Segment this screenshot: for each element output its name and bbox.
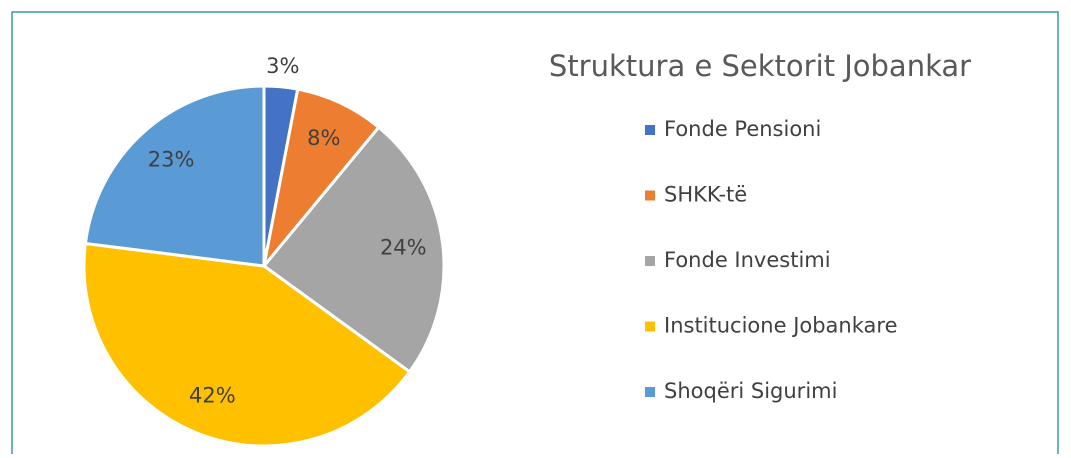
- legend-swatch: [645, 190, 655, 201]
- legend-label: SHKK-të: [664, 183, 747, 207]
- legend-label: Shoqëri Sigurimi: [664, 379, 837, 403]
- legend-swatch: [645, 125, 655, 135]
- chart-title: Struktura e Sektorit Jobankar: [549, 49, 971, 83]
- pie-slice: [262, 87, 381, 267]
- legend-label: Fonde Pensioni: [664, 117, 821, 141]
- data-label: 3%: [266, 54, 299, 78]
- legend-swatch: [645, 321, 655, 332]
- legend-swatch: [645, 256, 655, 266]
- legend-label: Institucione Jobankare: [664, 314, 898, 338]
- legend-label: Fonde Investimi: [664, 248, 831, 272]
- data-label: 23%: [148, 148, 195, 172]
- data-label: 24%: [380, 235, 427, 259]
- data-label: 42%: [189, 384, 236, 408]
- pie-slice: [82, 241, 412, 448]
- pie-slice: [83, 84, 266, 268]
- pie-slice: [261, 125, 446, 374]
- legend-swatch: [645, 387, 655, 397]
- data-label: 8%: [307, 126, 340, 150]
